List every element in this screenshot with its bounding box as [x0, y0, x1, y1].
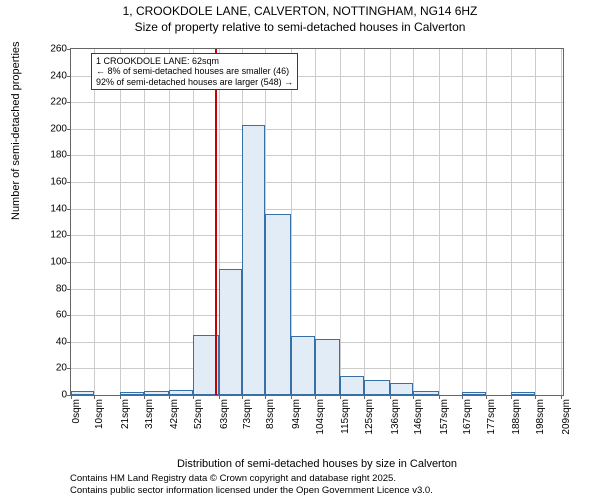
chart-plot-area: 0204060801001201401601802002202402600sqm… [70, 48, 564, 396]
x-tick-label: 157sqm [439, 399, 450, 435]
histogram-bar [511, 392, 534, 395]
gridline-h [71, 155, 563, 156]
x-tick-label: 136sqm [390, 399, 401, 435]
gridline-h [71, 262, 563, 263]
y-tick-label: 100 [50, 256, 67, 267]
y-tick-label: 120 [50, 230, 67, 241]
y-tick-label: 140 [50, 203, 67, 214]
gridline-v [439, 49, 440, 395]
gridline-h [71, 182, 563, 183]
chart-title: 1, CROOKDOLE LANE, CALVERTON, NOTTINGHAM… [0, 0, 600, 35]
x-tick-label: 104sqm [315, 399, 326, 435]
gridline-v [511, 49, 512, 395]
gridline-h [71, 315, 563, 316]
x-tick-label: 146sqm [413, 399, 424, 435]
x-tick-label: 177sqm [486, 399, 497, 435]
gridline-h [71, 129, 563, 130]
x-tick-label: 0sqm [71, 399, 82, 423]
title-line-1: 1, CROOKDOLE LANE, CALVERTON, NOTTINGHAM… [0, 4, 600, 20]
gridline-v [413, 49, 414, 395]
x-tick-label: 115sqm [340, 399, 351, 434]
gridline-v [390, 49, 391, 395]
x-tick-label: 10sqm [94, 399, 105, 429]
y-tick-label: 200 [50, 123, 67, 134]
gridline-v [340, 49, 341, 395]
x-tick-label: 209sqm [561, 399, 572, 435]
histogram-bar [390, 383, 413, 395]
marker-line [215, 49, 217, 395]
histogram-bar [169, 390, 192, 395]
x-tick-label: 63sqm [219, 399, 230, 429]
histogram-bar [364, 380, 390, 395]
gridline-v [364, 49, 365, 395]
title-line-2: Size of property relative to semi-detach… [0, 20, 600, 36]
attrib-line-1: Contains HM Land Registry data © Crown c… [70, 473, 433, 484]
y-tick-label: 240 [50, 70, 67, 81]
x-tick-label: 94sqm [291, 399, 302, 429]
y-tick-label: 20 [56, 363, 67, 374]
gridline-v [169, 49, 170, 395]
gridline-v [94, 49, 95, 395]
y-tick-label: 80 [56, 283, 67, 294]
gridline-v [561, 49, 562, 395]
y-tick-label: 180 [50, 150, 67, 161]
histogram-bar [413, 391, 439, 395]
histogram-bar [340, 376, 363, 395]
histogram-bar [242, 125, 265, 395]
x-tick-label: 198sqm [535, 399, 546, 435]
y-tick-label: 260 [50, 44, 67, 55]
y-tick-label: 220 [50, 97, 67, 108]
histogram-bar [291, 336, 314, 395]
x-tick-label: 188sqm [511, 399, 522, 435]
annotation-box: 1 CROOKDOLE LANE: 62sqm← 8% of semi-deta… [91, 53, 298, 90]
x-tick-label: 42sqm [169, 399, 180, 429]
x-tick-label: 83sqm [265, 399, 276, 429]
x-axis-label: Distribution of semi-detached houses by … [70, 458, 564, 470]
attribution: Contains HM Land Registry data © Crown c… [70, 473, 433, 496]
histogram-bar [144, 391, 170, 395]
histogram-bar [71, 391, 94, 395]
x-tick-label: 125sqm [364, 399, 375, 435]
y-tick-label: 40 [56, 336, 67, 347]
gridline-h [71, 289, 563, 290]
histogram-bar [462, 392, 485, 395]
gridline-v [462, 49, 463, 395]
histogram-bar [265, 214, 291, 395]
histogram-bar [315, 339, 341, 395]
x-tick-label: 73sqm [242, 399, 253, 429]
annotation-line: 92% of semi-detached houses are larger (… [96, 77, 293, 87]
gridline-v [144, 49, 145, 395]
gridline-v [535, 49, 536, 395]
x-tick-label: 52sqm [193, 399, 204, 429]
y-tick-label: 60 [56, 310, 67, 321]
histogram-bar [120, 392, 143, 395]
y-tick-label: 160 [50, 177, 67, 188]
histogram-bar [219, 269, 242, 395]
annotation-line: 1 CROOKDOLE LANE: 62sqm [96, 56, 293, 66]
annotation-line: ← 8% of semi-detached houses are smaller… [96, 66, 293, 76]
y-axis-label: Number of semi-detached properties [10, 41, 22, 220]
gridline-h [71, 209, 563, 210]
gridline-h [71, 235, 563, 236]
attrib-line-2: Contains public sector information licen… [70, 485, 433, 496]
gridline-v [120, 49, 121, 395]
x-tick-label: 167sqm [462, 399, 473, 435]
x-tick-label: 31sqm [144, 399, 155, 429]
gridline-h [71, 102, 563, 103]
gridline-v [486, 49, 487, 395]
x-tick-label: 21sqm [120, 399, 131, 429]
